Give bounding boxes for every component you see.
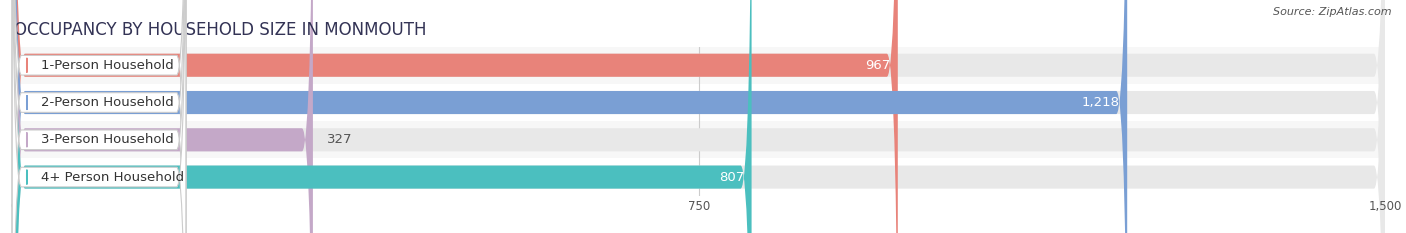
FancyBboxPatch shape <box>13 0 186 233</box>
Bar <box>14 47 1385 84</box>
Text: 3-Person Household: 3-Person Household <box>42 133 174 146</box>
Text: 327: 327 <box>326 133 352 146</box>
FancyBboxPatch shape <box>13 0 186 233</box>
FancyBboxPatch shape <box>13 0 186 233</box>
Bar <box>14 84 1385 121</box>
FancyBboxPatch shape <box>14 0 1128 233</box>
Text: 2-Person Household: 2-Person Household <box>42 96 174 109</box>
FancyBboxPatch shape <box>14 0 1385 233</box>
Text: 1,218: 1,218 <box>1081 96 1119 109</box>
Text: 807: 807 <box>718 171 744 184</box>
FancyBboxPatch shape <box>14 0 1385 233</box>
Bar <box>14 158 1385 196</box>
FancyBboxPatch shape <box>13 0 186 233</box>
FancyBboxPatch shape <box>14 0 314 233</box>
Text: 967: 967 <box>865 59 890 72</box>
Text: 1-Person Household: 1-Person Household <box>42 59 174 72</box>
Bar <box>14 121 1385 158</box>
FancyBboxPatch shape <box>14 0 752 233</box>
FancyBboxPatch shape <box>14 0 898 233</box>
Text: Source: ZipAtlas.com: Source: ZipAtlas.com <box>1274 7 1392 17</box>
Text: 4+ Person Household: 4+ Person Household <box>42 171 184 184</box>
Text: OCCUPANCY BY HOUSEHOLD SIZE IN MONMOUTH: OCCUPANCY BY HOUSEHOLD SIZE IN MONMOUTH <box>14 21 426 39</box>
FancyBboxPatch shape <box>14 0 1385 233</box>
FancyBboxPatch shape <box>14 0 1385 233</box>
